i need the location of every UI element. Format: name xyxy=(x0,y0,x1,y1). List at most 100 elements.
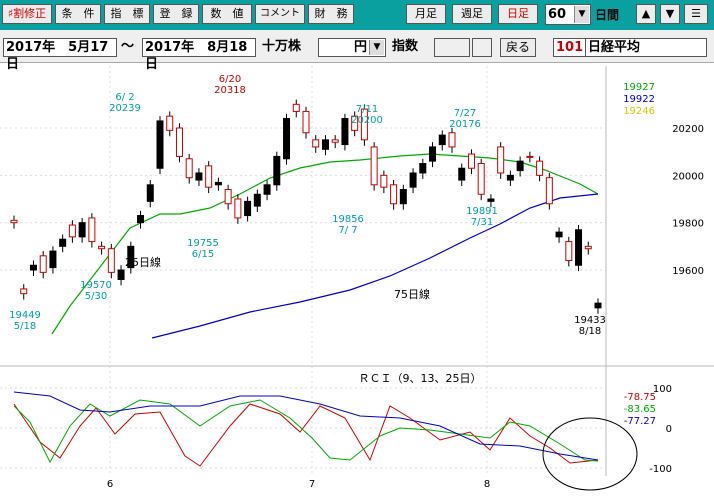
menu-icon: ☰ xyxy=(691,7,701,20)
date-tick-label: 8 xyxy=(484,479,490,490)
comment-button[interactable]: コメント xyxy=(255,4,305,24)
annotation-value: 19891 xyxy=(466,206,498,217)
candle-body xyxy=(429,146,437,162)
highlight-ellipse xyxy=(542,417,638,491)
candle-body xyxy=(175,127,183,157)
rci-title: ＲＣＩ（9、13、25日） xyxy=(359,372,482,385)
menu-button[interactable]: ☰ xyxy=(684,4,708,24)
candle-body xyxy=(302,110,310,134)
candle-body xyxy=(117,269,125,280)
interval-value: 60 xyxy=(548,7,567,22)
candle-body xyxy=(185,158,193,179)
legend-value: 19927 xyxy=(623,82,655,93)
candle-body xyxy=(10,219,18,224)
start-date-field[interactable]: 2017年 5月17日 xyxy=(3,38,117,72)
candle-body xyxy=(137,215,145,224)
rci-value: -77.27 xyxy=(624,416,656,427)
candle-body xyxy=(487,198,495,202)
annotation-date: 6/ 2 xyxy=(115,92,134,103)
rci-value: -78.75 xyxy=(624,392,656,403)
candle-body xyxy=(448,132,456,148)
weekly-button[interactable]: 週足 xyxy=(452,4,492,24)
candle-body xyxy=(20,288,28,295)
triangle-down-icon: ▼ xyxy=(665,7,675,20)
annotation-date: 7/ 7 xyxy=(338,225,357,236)
candle-body xyxy=(409,172,417,188)
date-tick-label: 6 xyxy=(107,479,113,490)
candle-body xyxy=(205,165,213,188)
candle-body xyxy=(49,250,57,269)
scroll-up-button[interactable]: ▲ xyxy=(636,4,656,24)
candle-body xyxy=(321,139,329,150)
candle-body xyxy=(127,245,135,269)
annotation-date: 5/30 xyxy=(85,291,107,302)
candle-body xyxy=(516,160,524,172)
moving-averages xyxy=(51,153,599,339)
candle-body xyxy=(39,255,47,273)
candle-body xyxy=(156,120,164,169)
annotation-date: 5/18 xyxy=(14,321,36,332)
index-field-1[interactable] xyxy=(434,38,470,57)
split-correction-button[interactable]: ♯割修正 xyxy=(2,4,52,24)
toolbar: ♯割修正 条 件 指 標 登 録 数 値 コメント 財 務 月足 週足 日足 6… xyxy=(0,0,714,30)
candle-body xyxy=(419,163,427,174)
candle-body xyxy=(341,118,349,146)
chevron-down-icon: ▼ xyxy=(369,40,384,55)
annotation-date: 7/27 xyxy=(454,108,476,119)
candle-body xyxy=(584,245,592,250)
indicator-button[interactable]: 指 標 xyxy=(104,4,150,24)
candle-body xyxy=(526,155,534,158)
grid-lines xyxy=(0,66,714,476)
annotation-value: 20318 xyxy=(214,85,246,96)
candle-body xyxy=(536,160,544,176)
scroll-down-button[interactable]: ▼ xyxy=(660,4,680,24)
ma25-line xyxy=(51,153,599,335)
conditions-button[interactable]: 条 件 xyxy=(55,4,101,24)
candle-body xyxy=(88,217,96,243)
candle-body xyxy=(458,167,466,181)
interval-field[interactable]: 60 ▼ xyxy=(545,4,591,25)
price-tick-label: 19800 xyxy=(672,219,704,230)
stock-code-field[interactable]: 101 xyxy=(553,38,585,57)
ma25-label: 25日線 xyxy=(125,255,161,269)
date-tick-label: 7 xyxy=(309,479,315,490)
index-field-2[interactable] xyxy=(472,38,492,57)
rci-panel: ＲＣＩ（9、13、25日） 100 0 -100 -78.75-83.65-77.27 xyxy=(0,372,672,491)
candle-body xyxy=(312,139,320,148)
currency-value: 円 xyxy=(353,40,367,55)
candle-body xyxy=(59,238,67,247)
back-button[interactable]: 戻る xyxy=(500,38,536,57)
candle-body xyxy=(283,118,291,160)
candle-body xyxy=(370,146,378,186)
monthly-button[interactable]: 月足 xyxy=(406,4,446,24)
rci-tick-label: 100 xyxy=(653,384,672,395)
candle-body xyxy=(331,139,339,143)
candle-body xyxy=(253,193,261,207)
stock-name-field[interactable]: 日経平均 xyxy=(585,38,707,57)
rci-tick-label: -100 xyxy=(649,464,672,475)
rci-tick-label: 0 xyxy=(666,424,672,435)
financial-button[interactable]: 財 務 xyxy=(308,4,354,24)
numeric-button[interactable]: 数 値 xyxy=(202,4,252,24)
daily-button[interactable]: 日足 xyxy=(498,4,538,24)
candle-body xyxy=(244,200,252,217)
annotation-value: 19449 xyxy=(9,310,41,321)
candle-body xyxy=(273,155,281,186)
candle-body xyxy=(263,184,271,195)
candle-body xyxy=(555,231,563,238)
candle-body xyxy=(545,177,553,205)
candle-body xyxy=(166,115,174,131)
candle-body xyxy=(214,181,222,186)
register-button[interactable]: 登 録 xyxy=(153,4,199,24)
end-date-field[interactable]: 2017年 8月18日 xyxy=(142,38,256,72)
currency-select[interactable]: 円 ▼ xyxy=(318,38,386,57)
candle-body xyxy=(506,174,514,181)
interval-unit: 日間 xyxy=(595,8,620,22)
candles xyxy=(10,99,602,314)
candle-body xyxy=(351,115,359,131)
candle-body xyxy=(438,134,446,146)
rci13-line xyxy=(13,399,599,464)
candle-body xyxy=(360,108,368,141)
